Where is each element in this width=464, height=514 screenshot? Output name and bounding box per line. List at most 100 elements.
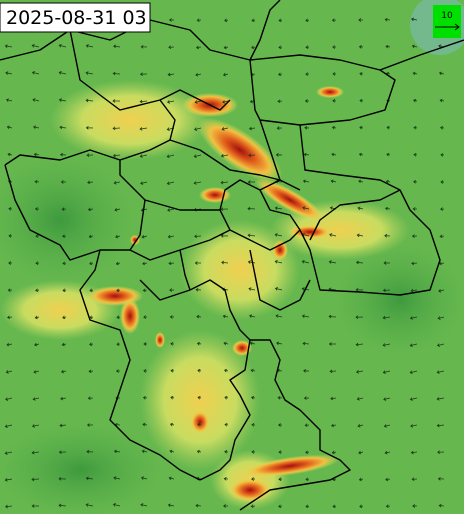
wind-arrow xyxy=(139,99,148,104)
wind-arrow xyxy=(382,343,391,347)
wind-arrow xyxy=(330,179,337,183)
hotspot xyxy=(190,410,210,434)
wind-arrow xyxy=(385,179,391,184)
wind-arrow xyxy=(8,234,13,238)
wind-arrow xyxy=(194,127,202,131)
wind-arrow xyxy=(328,342,337,346)
wind-arrow xyxy=(302,179,310,184)
wind-arrow xyxy=(247,233,256,238)
wind-arrow xyxy=(250,395,256,400)
border xyxy=(119,119,281,211)
low-area xyxy=(0,420,170,514)
wind-arrow xyxy=(275,314,283,318)
wind-arrow xyxy=(167,208,175,212)
wind-arrow xyxy=(439,98,445,103)
wind-arrow xyxy=(4,44,13,48)
wind-arrow xyxy=(248,153,256,158)
wind-arrow xyxy=(88,369,94,374)
wind-arrow xyxy=(59,423,67,428)
wind-arrow xyxy=(251,423,256,427)
wind-arrow xyxy=(440,207,445,211)
wind-arrow xyxy=(358,152,364,157)
wind-arrow xyxy=(168,45,175,50)
wind-arrow xyxy=(167,503,175,508)
wind-arrow xyxy=(436,370,445,374)
wind-arrow xyxy=(140,45,148,49)
wind-arrow xyxy=(113,181,121,185)
wind-legend-box xyxy=(433,5,461,38)
wind-arrow xyxy=(35,234,40,238)
wind-arrow xyxy=(438,71,445,76)
wind-arrow xyxy=(305,504,310,509)
wind-arrow xyxy=(87,207,94,212)
wind-arrow xyxy=(274,259,283,264)
wind-arrow xyxy=(166,181,175,185)
wind-arrow xyxy=(411,477,418,482)
wind-arrow xyxy=(112,71,121,76)
wind-arrow xyxy=(329,233,337,237)
wind-arrow xyxy=(302,341,310,346)
wind-arrow xyxy=(411,17,418,22)
wind-arrow xyxy=(412,504,418,508)
wind-arrow xyxy=(87,180,94,185)
wind-arrow xyxy=(169,315,175,319)
moderate-area xyxy=(140,330,260,470)
wind-arrow xyxy=(328,314,337,319)
wind-arrow xyxy=(197,368,202,373)
wind-arrow xyxy=(88,234,94,239)
wind-arrow xyxy=(409,316,418,320)
wind-arrow xyxy=(304,99,310,103)
wind-arrow xyxy=(86,449,94,454)
wind-arrow xyxy=(410,450,418,455)
wind-arrow xyxy=(141,449,148,454)
wind-arrow xyxy=(276,341,283,346)
wind-arrow xyxy=(113,449,121,454)
wind-arrow xyxy=(413,125,418,130)
wind-arrow xyxy=(86,153,94,157)
wind-arrow xyxy=(303,152,310,157)
wind-arrow xyxy=(331,450,337,455)
wind-arrow xyxy=(384,17,391,22)
wind-arrow xyxy=(33,370,40,374)
wind-arrow xyxy=(224,449,229,454)
wind-arrows xyxy=(4,17,445,509)
wind-arrow xyxy=(357,206,364,211)
wind-arrow xyxy=(34,342,40,347)
wind-arrow xyxy=(112,503,121,507)
wind-arrow xyxy=(168,476,175,481)
wind-arrow xyxy=(33,152,40,157)
wind-arrow xyxy=(223,341,229,346)
wind-arrow xyxy=(305,72,310,76)
wind-arrow xyxy=(332,99,337,103)
hotspot xyxy=(228,478,272,502)
wind-arrow xyxy=(247,180,256,184)
wind-arrow xyxy=(250,504,256,509)
wind-arrow xyxy=(305,477,310,482)
hotspot xyxy=(197,117,283,183)
wind-arrow xyxy=(142,422,148,427)
border xyxy=(169,139,301,191)
wind-arrow xyxy=(277,99,283,104)
wind-arrow xyxy=(8,207,13,211)
wind-arrow xyxy=(410,288,418,293)
wind-arrow xyxy=(301,314,310,318)
wind-arrow xyxy=(386,125,391,130)
wind-arrow xyxy=(89,261,94,266)
wind-arrow xyxy=(356,397,364,401)
wind-arrow xyxy=(438,503,445,508)
wind-arrow xyxy=(251,45,256,50)
wind-arrow xyxy=(411,261,418,266)
wind-arrow xyxy=(356,233,364,238)
hotspot xyxy=(288,225,332,239)
wind-arrow xyxy=(331,18,337,23)
wind-arrow xyxy=(383,424,391,428)
wind-arrow xyxy=(143,315,148,319)
wind-arrow xyxy=(113,44,121,49)
wind-arrow xyxy=(31,504,40,508)
wind-arrow xyxy=(7,288,13,292)
hotspot xyxy=(272,240,288,260)
wind-arrow xyxy=(143,342,148,346)
wind-arrow xyxy=(141,234,148,239)
